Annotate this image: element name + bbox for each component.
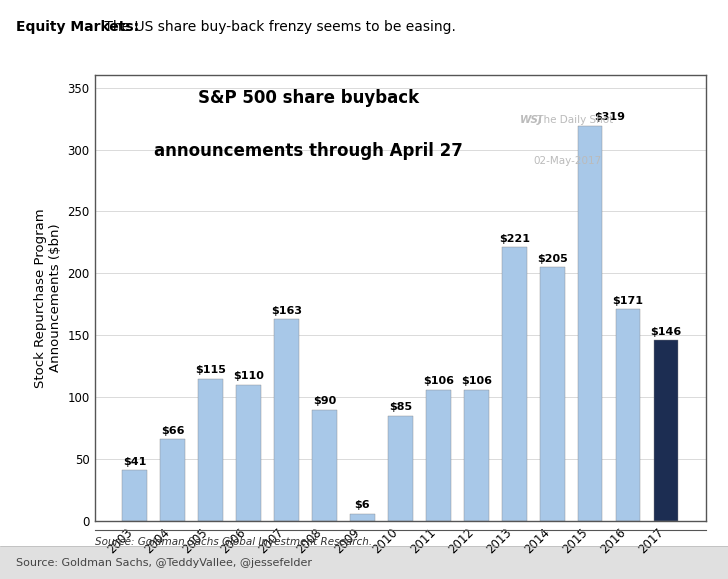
Text: S&P 500 share buyback: S&P 500 share buyback — [198, 89, 419, 107]
Bar — [540, 267, 564, 521]
Text: $110: $110 — [233, 371, 264, 381]
Text: $319: $319 — [594, 112, 625, 122]
Text: $221: $221 — [499, 234, 530, 244]
Bar — [312, 410, 337, 521]
Text: Equity Markets:: Equity Markets: — [16, 20, 139, 34]
Text: $66: $66 — [161, 426, 184, 435]
Bar — [388, 416, 413, 521]
Bar — [122, 470, 147, 521]
Text: $6: $6 — [355, 500, 371, 510]
Text: $106: $106 — [423, 376, 454, 386]
Bar — [464, 390, 488, 521]
Bar — [350, 514, 375, 521]
Text: $106: $106 — [461, 376, 492, 386]
Text: $163: $163 — [271, 306, 302, 316]
Text: $41: $41 — [123, 457, 146, 467]
Bar — [237, 385, 261, 521]
Bar — [616, 309, 641, 521]
Text: $146: $146 — [650, 327, 681, 336]
Text: Source: Goldman Sachs, @TeddyVallee, @jessefelder: Source: Goldman Sachs, @TeddyVallee, @je… — [16, 558, 312, 568]
Bar — [578, 126, 603, 521]
Text: $115: $115 — [195, 365, 226, 375]
Text: Source: Goldman Sachs Global Investment Research.: Source: Goldman Sachs Global Investment … — [95, 537, 372, 547]
Text: $85: $85 — [389, 402, 412, 412]
Text: $205: $205 — [537, 254, 568, 263]
Text: The Daily Shot: The Daily Shot — [534, 115, 613, 126]
Text: announcements through April 27: announcements through April 27 — [154, 142, 463, 160]
Text: WSJ: WSJ — [520, 115, 542, 126]
Text: $90: $90 — [313, 396, 336, 406]
Text: The US share buy-back frenzy seems to be easing.: The US share buy-back frenzy seems to be… — [100, 20, 456, 34]
Bar — [160, 439, 185, 521]
Text: 02-May-2017: 02-May-2017 — [534, 156, 602, 166]
Y-axis label: Stock Repurchase Program
Announcements ($bn): Stock Repurchase Program Announcements (… — [34, 208, 62, 388]
Bar — [502, 247, 526, 521]
Bar — [198, 379, 223, 521]
Bar — [654, 340, 678, 521]
Text: $171: $171 — [612, 296, 644, 306]
Bar — [274, 319, 299, 521]
Bar — [426, 390, 451, 521]
